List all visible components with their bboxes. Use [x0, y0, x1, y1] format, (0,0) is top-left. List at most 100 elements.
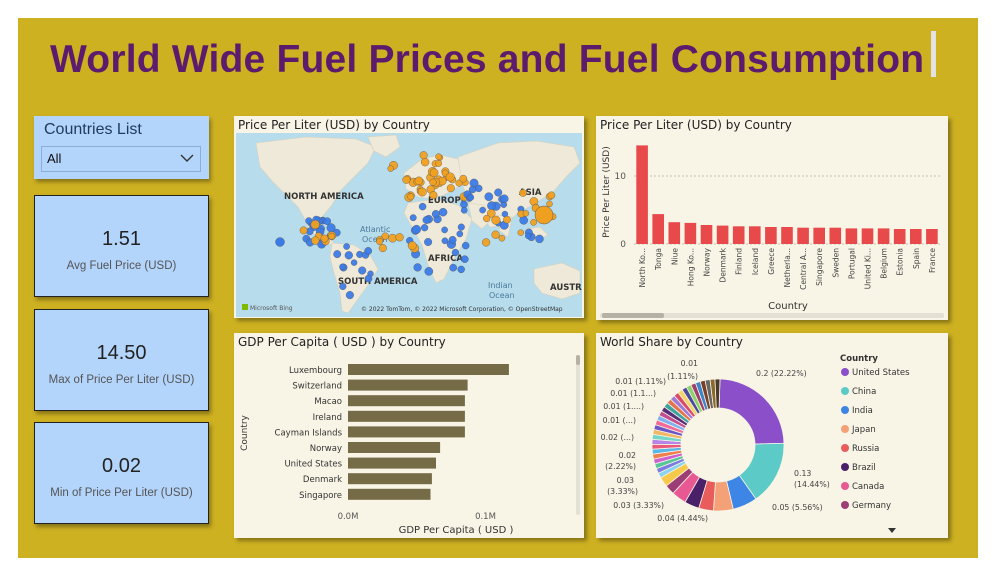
map-country-dot[interactable] — [320, 234, 329, 243]
price-bar[interactable] — [861, 228, 874, 244]
map-country-dot[interactable] — [503, 215, 511, 224]
map-country-dot[interactable] — [429, 178, 437, 186]
gdp-bar[interactable] — [348, 457, 436, 469]
price-bar[interactable] — [813, 227, 825, 244]
map-country-dot[interactable] — [344, 251, 353, 260]
price-bar[interactable] — [668, 222, 681, 244]
map-country-dot[interactable] — [519, 189, 527, 197]
legend-item[interactable]: Canada — [852, 482, 884, 492]
price-bar[interactable] — [749, 226, 761, 244]
gdp-bar[interactable] — [348, 426, 465, 438]
map-country-dot[interactable] — [420, 157, 430, 167]
gdp-bar[interactable] — [348, 379, 468, 391]
map-country-dot[interactable] — [435, 159, 443, 167]
map-country-dot[interactable] — [429, 168, 439, 178]
map-country-dot[interactable] — [461, 241, 470, 250]
map-country-dot[interactable] — [417, 187, 427, 197]
world-map[interactable]: NORTH AMERICA EUROPE ASIA Atlantic Ocean… — [236, 133, 582, 317]
map-country-dot[interactable] — [413, 263, 422, 272]
price-bar[interactable] — [829, 227, 842, 244]
map-country-dot[interactable] — [530, 219, 537, 226]
map-country-dot[interactable] — [305, 217, 313, 225]
map-country-dot[interactable] — [446, 184, 455, 193]
map-country-dot[interactable] — [491, 215, 501, 225]
horizontal-scrollbar[interactable] — [600, 313, 944, 318]
gdp-bar-chart[interactable]: Luxembourg Switzerland Macao Ireland Cayman … — [234, 333, 584, 538]
legend-item[interactable]: Japan — [851, 425, 876, 435]
legend-item[interactable]: Russia — [852, 444, 879, 454]
gdp-bar[interactable] — [348, 473, 432, 485]
map-country-dot[interactable] — [328, 232, 336, 240]
map-country-dot[interactable] — [388, 233, 397, 243]
map-country-dot[interactable] — [457, 265, 465, 274]
map-country-dot[interactable] — [494, 188, 503, 197]
map-country-dot[interactable] — [333, 250, 342, 259]
legend-item[interactable]: India — [852, 406, 873, 416]
gdp-bar[interactable] — [348, 364, 509, 375]
map-country-dot[interactable] — [310, 219, 320, 230]
map-country-dot[interactable] — [482, 238, 491, 247]
gdp-bar[interactable] — [348, 442, 441, 453]
map-country-dot[interactable] — [460, 200, 468, 209]
legend-item[interactable]: Germany — [852, 501, 891, 511]
legend-scroll-down-icon[interactable] — [888, 528, 896, 533]
map-country-dot[interactable] — [467, 194, 475, 201]
map-country-dot[interactable] — [402, 175, 411, 184]
map-country-dot[interactable] — [339, 263, 346, 271]
map-country-dot[interactable] — [431, 210, 440, 218]
price-bar[interactable] — [877, 228, 890, 244]
map-country-dot[interactable] — [421, 224, 429, 232]
map-country-dot[interactable] — [534, 205, 554, 225]
map-country-dot[interactable] — [517, 229, 524, 236]
scrollbar-thumb[interactable] — [602, 313, 664, 318]
map-country-dot[interactable] — [448, 236, 457, 244]
map-country-dot[interactable] — [358, 266, 367, 275]
map-country-dot[interactable] — [311, 236, 320, 245]
price-bar[interactable] — [797, 227, 809, 244]
map-country-dot[interactable] — [350, 259, 358, 266]
map-country-dot[interactable] — [343, 243, 350, 250]
map-country-dot[interactable] — [525, 232, 532, 240]
map-country-dot[interactable] — [441, 226, 448, 234]
map-country-dot[interactable] — [411, 224, 421, 234]
map-country-dot[interactable] — [456, 230, 464, 238]
map-country-dot[interactable] — [484, 192, 494, 202]
map-country-dot[interactable] — [381, 232, 389, 240]
map-country-dot[interactable] — [419, 151, 428, 160]
map-country-dot[interactable] — [424, 267, 434, 276]
map-country-dot[interactable] — [460, 255, 469, 263]
gdp-bar[interactable] — [348, 488, 431, 500]
map-country-dot[interactable] — [455, 179, 463, 187]
map-country-dot[interactable] — [438, 207, 448, 217]
map-country-dot[interactable] — [407, 193, 415, 201]
price-column-chart[interactable]: 0 10 North Ko... Tonga Niue Hong Ko... Norway D… — [596, 116, 948, 320]
map-country-dot[interactable] — [491, 230, 500, 239]
map-country-dot[interactable] — [474, 184, 483, 193]
map-country-dot[interactable] — [364, 247, 372, 255]
gdp-bar[interactable] — [348, 395, 465, 407]
map-country-dot[interactable] — [323, 217, 331, 225]
price-bar[interactable] — [636, 145, 648, 244]
gdp-bar[interactable] — [348, 410, 465, 422]
world-share-donut[interactable]: 0.2 (22.22%) 0.13 (14.44%) 0.05 (5.56%) 0.04… — [596, 333, 948, 538]
map-country-dot[interactable] — [445, 172, 455, 182]
map-country-dot[interactable] — [339, 282, 347, 291]
map-country-dot[interactable] — [395, 233, 404, 242]
map-country-dot[interactable] — [376, 237, 384, 245]
map-country-dot[interactable] — [468, 185, 477, 194]
map-country-dot[interactable] — [409, 214, 417, 222]
map-country-dot[interactable] — [522, 210, 530, 217]
map-country-dot[interactable] — [535, 234, 544, 244]
scrollbar-thumb[interactable] — [576, 355, 580, 365]
map-country-dot[interactable] — [364, 274, 373, 283]
countries-dropdown[interactable]: All — [41, 146, 201, 172]
price-bar[interactable] — [765, 227, 777, 244]
map-country-dot[interactable] — [479, 206, 486, 214]
vertical-scrollbar[interactable] — [576, 355, 580, 515]
map-country-dot[interactable] — [424, 237, 433, 246]
price-bar[interactable] — [926, 229, 938, 244]
map-country-dot[interactable] — [441, 237, 449, 245]
map-country-dot[interactable] — [546, 200, 553, 208]
price-bar[interactable] — [893, 229, 906, 244]
map-country-dot[interactable] — [299, 226, 308, 235]
